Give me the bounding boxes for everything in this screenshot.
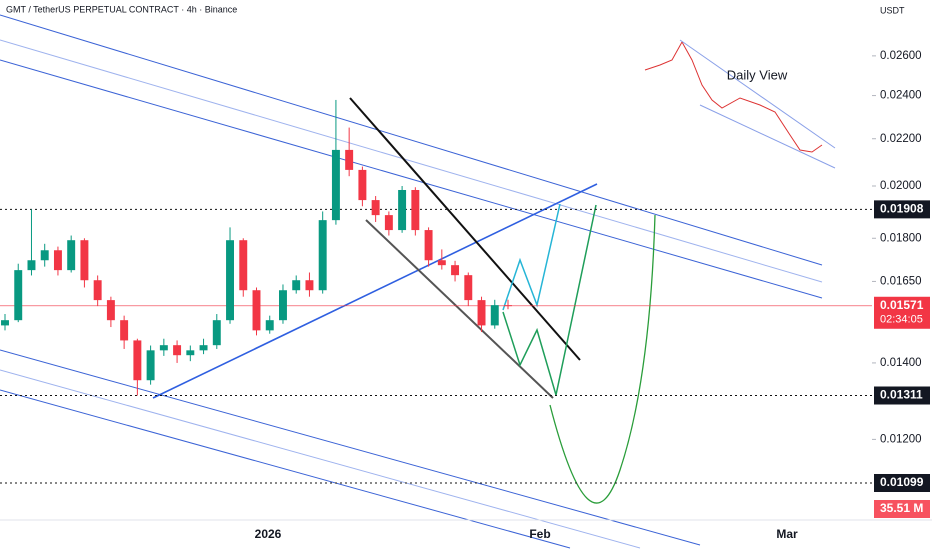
last-price-label: 0.01571 <box>880 298 924 312</box>
inset-label: Daily View <box>727 67 788 82</box>
candle-body <box>384 215 393 231</box>
candle-body <box>437 260 446 266</box>
y-tick-label: 0.02600 <box>880 50 922 62</box>
level-badge <box>874 473 930 492</box>
candle-body <box>199 345 208 351</box>
candle-body <box>146 350 155 381</box>
candle-body <box>93 280 102 301</box>
inset-frame <box>640 12 872 190</box>
projection-path <box>502 204 597 396</box>
axis-labels: 0.02600 0.02400 0.02200 0.02000 0.01800 0.016… <box>872 50 922 445</box>
candle-body <box>120 320 129 341</box>
inset-price <box>644 40 823 153</box>
trend-line <box>365 219 554 399</box>
y-tick-label: 0.02000 <box>880 180 922 192</box>
price-axis <box>872 0 932 550</box>
candle-body <box>411 189 420 231</box>
candle-body <box>159 345 168 351</box>
channel-line <box>0 59 823 299</box>
candle-body <box>331 149 340 221</box>
candle-body <box>186 350 195 356</box>
drawings <box>0 14 823 549</box>
candle-body <box>226 240 234 321</box>
x-tick-label: Mar <box>776 527 798 541</box>
level-label: 0.01311 <box>880 388 923 402</box>
candle-body <box>265 320 274 331</box>
candle-body <box>358 169 367 201</box>
candle-body <box>106 300 115 321</box>
channel-line <box>0 389 571 549</box>
candle-body <box>252 290 261 331</box>
candle-body <box>464 275 473 301</box>
y-tick-label: 0.02400 <box>880 90 922 102</box>
candle-body <box>424 230 433 261</box>
candle-body <box>27 260 36 271</box>
candle-body <box>292 280 301 291</box>
candle-body <box>490 305 499 326</box>
inset-channel <box>679 39 836 149</box>
symbol-title: GMT / TetherUS PERPETUAL CONTRACT · 4h ·… <box>6 4 237 14</box>
candle-body <box>451 265 460 276</box>
level-label: 0.01908 <box>880 202 924 216</box>
candle-body <box>318 220 327 291</box>
candle-body <box>305 280 314 291</box>
x-tick-label: Feb <box>529 527 550 541</box>
level-badge <box>874 200 930 219</box>
inset: Daily View <box>640 12 872 190</box>
candle-body <box>477 300 486 326</box>
channel-line <box>0 14 823 266</box>
candle-body <box>212 320 221 346</box>
y-tick-label: 0.01650 <box>880 275 922 287</box>
trend-line <box>349 97 581 361</box>
candle-body <box>398 189 407 231</box>
candle-body <box>239 240 248 291</box>
level-label: 0.01099 <box>880 475 924 489</box>
projection-path <box>502 203 561 311</box>
candle-body <box>67 240 76 271</box>
candle-body <box>345 149 354 170</box>
level-badge <box>874 386 930 405</box>
y-tick-label: 0.01400 <box>880 357 922 369</box>
candle-body <box>40 250 49 261</box>
y-tick-label: 0.01200 <box>880 433 922 445</box>
candle-body <box>504 305 512 307</box>
x-tick-label: 2026 <box>255 527 282 541</box>
candle-body <box>371 200 380 216</box>
volume-label: 35.51 M <box>880 501 923 515</box>
channel-line <box>0 369 641 549</box>
last-price-badge <box>874 296 930 329</box>
channel-line <box>0 39 823 283</box>
volume-badge <box>874 500 930 518</box>
candle-body <box>279 290 287 321</box>
candle-body <box>14 270 23 321</box>
channel-line <box>0 349 701 546</box>
candle-body <box>1 320 9 326</box>
candle-body <box>133 340 142 381</box>
y-tick-label: 0.01800 <box>880 232 922 244</box>
candle-body <box>53 250 62 271</box>
currency: USDT <box>880 5 905 15</box>
inset-channel <box>699 104 836 169</box>
countdown: 02:34:05 <box>880 314 923 326</box>
y-tick-label: 0.02200 <box>880 133 922 145</box>
trend-line <box>152 183 598 399</box>
candle-body <box>80 240 89 281</box>
candle-body <box>173 345 182 356</box>
